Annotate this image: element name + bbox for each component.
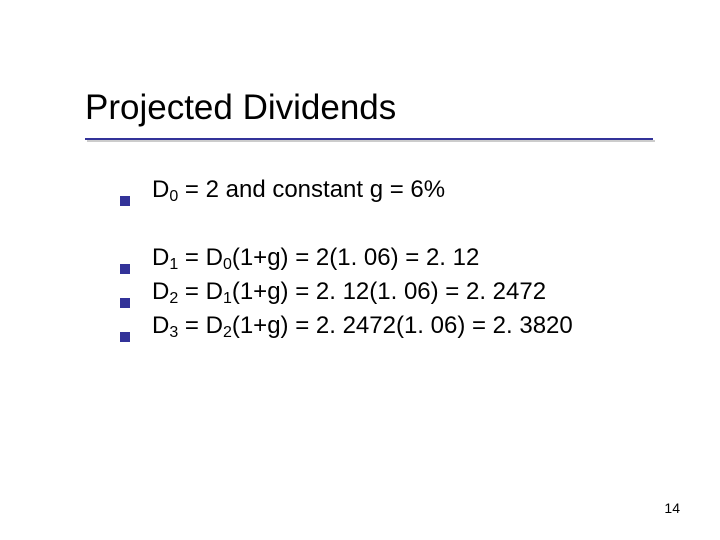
slide-title: Projected Dividends — [85, 88, 396, 128]
spacer — [120, 210, 573, 244]
square-bullet-icon — [120, 332, 130, 342]
title-area: Projected Dividends — [85, 88, 396, 128]
bullet-text: D3 = D2(1+g) = 2. 2472(1. 06) = 2. 3820 — [152, 312, 573, 340]
page-number: 14 — [664, 500, 680, 516]
square-bullet-icon — [120, 298, 130, 308]
bullet-item: D1 = D0(1+g) = 2(1. 06) = 2. 12 — [120, 244, 573, 272]
square-bullet-icon — [120, 196, 130, 206]
bullet-text: D2 = D1(1+g) = 2. 12(1. 06) = 2. 2472 — [152, 278, 546, 306]
content-body: D0 = 2 and constant g = 6% D1 = D0(1+g) … — [120, 176, 573, 346]
square-bullet-icon — [120, 264, 130, 274]
bullet-item: D2 = D1(1+g) = 2. 12(1. 06) = 2. 2472 — [120, 278, 573, 306]
title-underline — [85, 138, 653, 140]
bullet-text: D1 = D0(1+g) = 2(1. 06) = 2. 12 — [152, 244, 479, 272]
title-underline-shadow — [87, 140, 655, 142]
slide: Projected Dividends D0 = 2 and constant … — [0, 0, 720, 540]
bullet-item: D0 = 2 and constant g = 6% — [120, 176, 573, 204]
bullet-item: D3 = D2(1+g) = 2. 2472(1. 06) = 2. 3820 — [120, 312, 573, 340]
bullet-text: D0 = 2 and constant g = 6% — [152, 176, 445, 204]
